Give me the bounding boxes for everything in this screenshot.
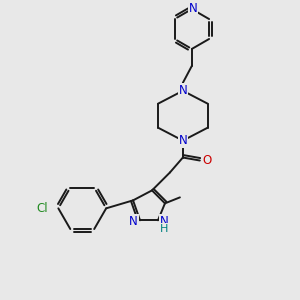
Text: H: H bbox=[160, 224, 168, 234]
Text: N: N bbox=[129, 215, 138, 228]
Text: N: N bbox=[188, 2, 197, 15]
Text: N: N bbox=[178, 134, 187, 147]
Text: Cl: Cl bbox=[37, 202, 48, 215]
Text: N: N bbox=[178, 84, 187, 97]
Text: N: N bbox=[160, 215, 169, 228]
Text: O: O bbox=[202, 154, 212, 167]
